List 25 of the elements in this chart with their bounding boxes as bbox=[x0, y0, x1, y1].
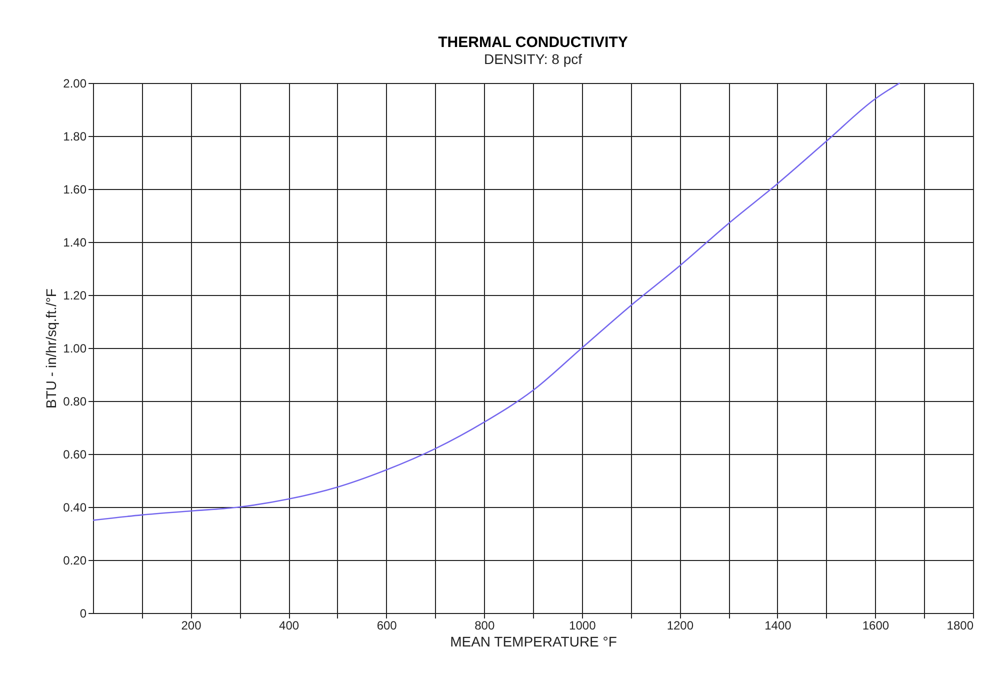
y-tick-label: 0.40 bbox=[63, 500, 87, 514]
x-tick-label: 800 bbox=[474, 618, 495, 632]
x-tick-label: 1000 bbox=[569, 618, 596, 632]
x-tick-label: 200 bbox=[181, 618, 202, 632]
y-tick-label: 0 bbox=[80, 606, 87, 620]
y-tick-label: 0.60 bbox=[63, 448, 87, 462]
x-tick-label: 600 bbox=[376, 618, 398, 632]
y-tick-label: 1.80 bbox=[63, 130, 87, 144]
x-tick-label: 1600 bbox=[862, 618, 890, 632]
y-tick-label: 0.20 bbox=[63, 554, 87, 568]
y-tick-label: 2.00 bbox=[63, 76, 87, 90]
chart-subtitle: DENSITY: 8 pcf bbox=[484, 51, 582, 67]
x-tick-label: 400 bbox=[279, 618, 300, 632]
y-axis-title: BTU - in/hr/sq.ft./°F bbox=[43, 288, 60, 408]
x-tick-label: 1800 bbox=[946, 618, 974, 632]
x-tick-label: 1200 bbox=[666, 618, 694, 632]
line-series bbox=[92, 82, 900, 521]
x-axis-title: MEAN TEMPERATURE °F bbox=[450, 634, 617, 650]
y-tick-label: 0.80 bbox=[63, 394, 87, 408]
y-tick-label: 1.60 bbox=[63, 182, 87, 196]
y-tick-label: 1.20 bbox=[63, 288, 87, 302]
x-tick-label: 1400 bbox=[764, 618, 792, 632]
y-tick-label: 1.40 bbox=[63, 236, 87, 250]
chart-title: THERMAL CONDUCTIVITY bbox=[438, 34, 628, 51]
y-tick-label: 1.00 bbox=[63, 342, 87, 356]
